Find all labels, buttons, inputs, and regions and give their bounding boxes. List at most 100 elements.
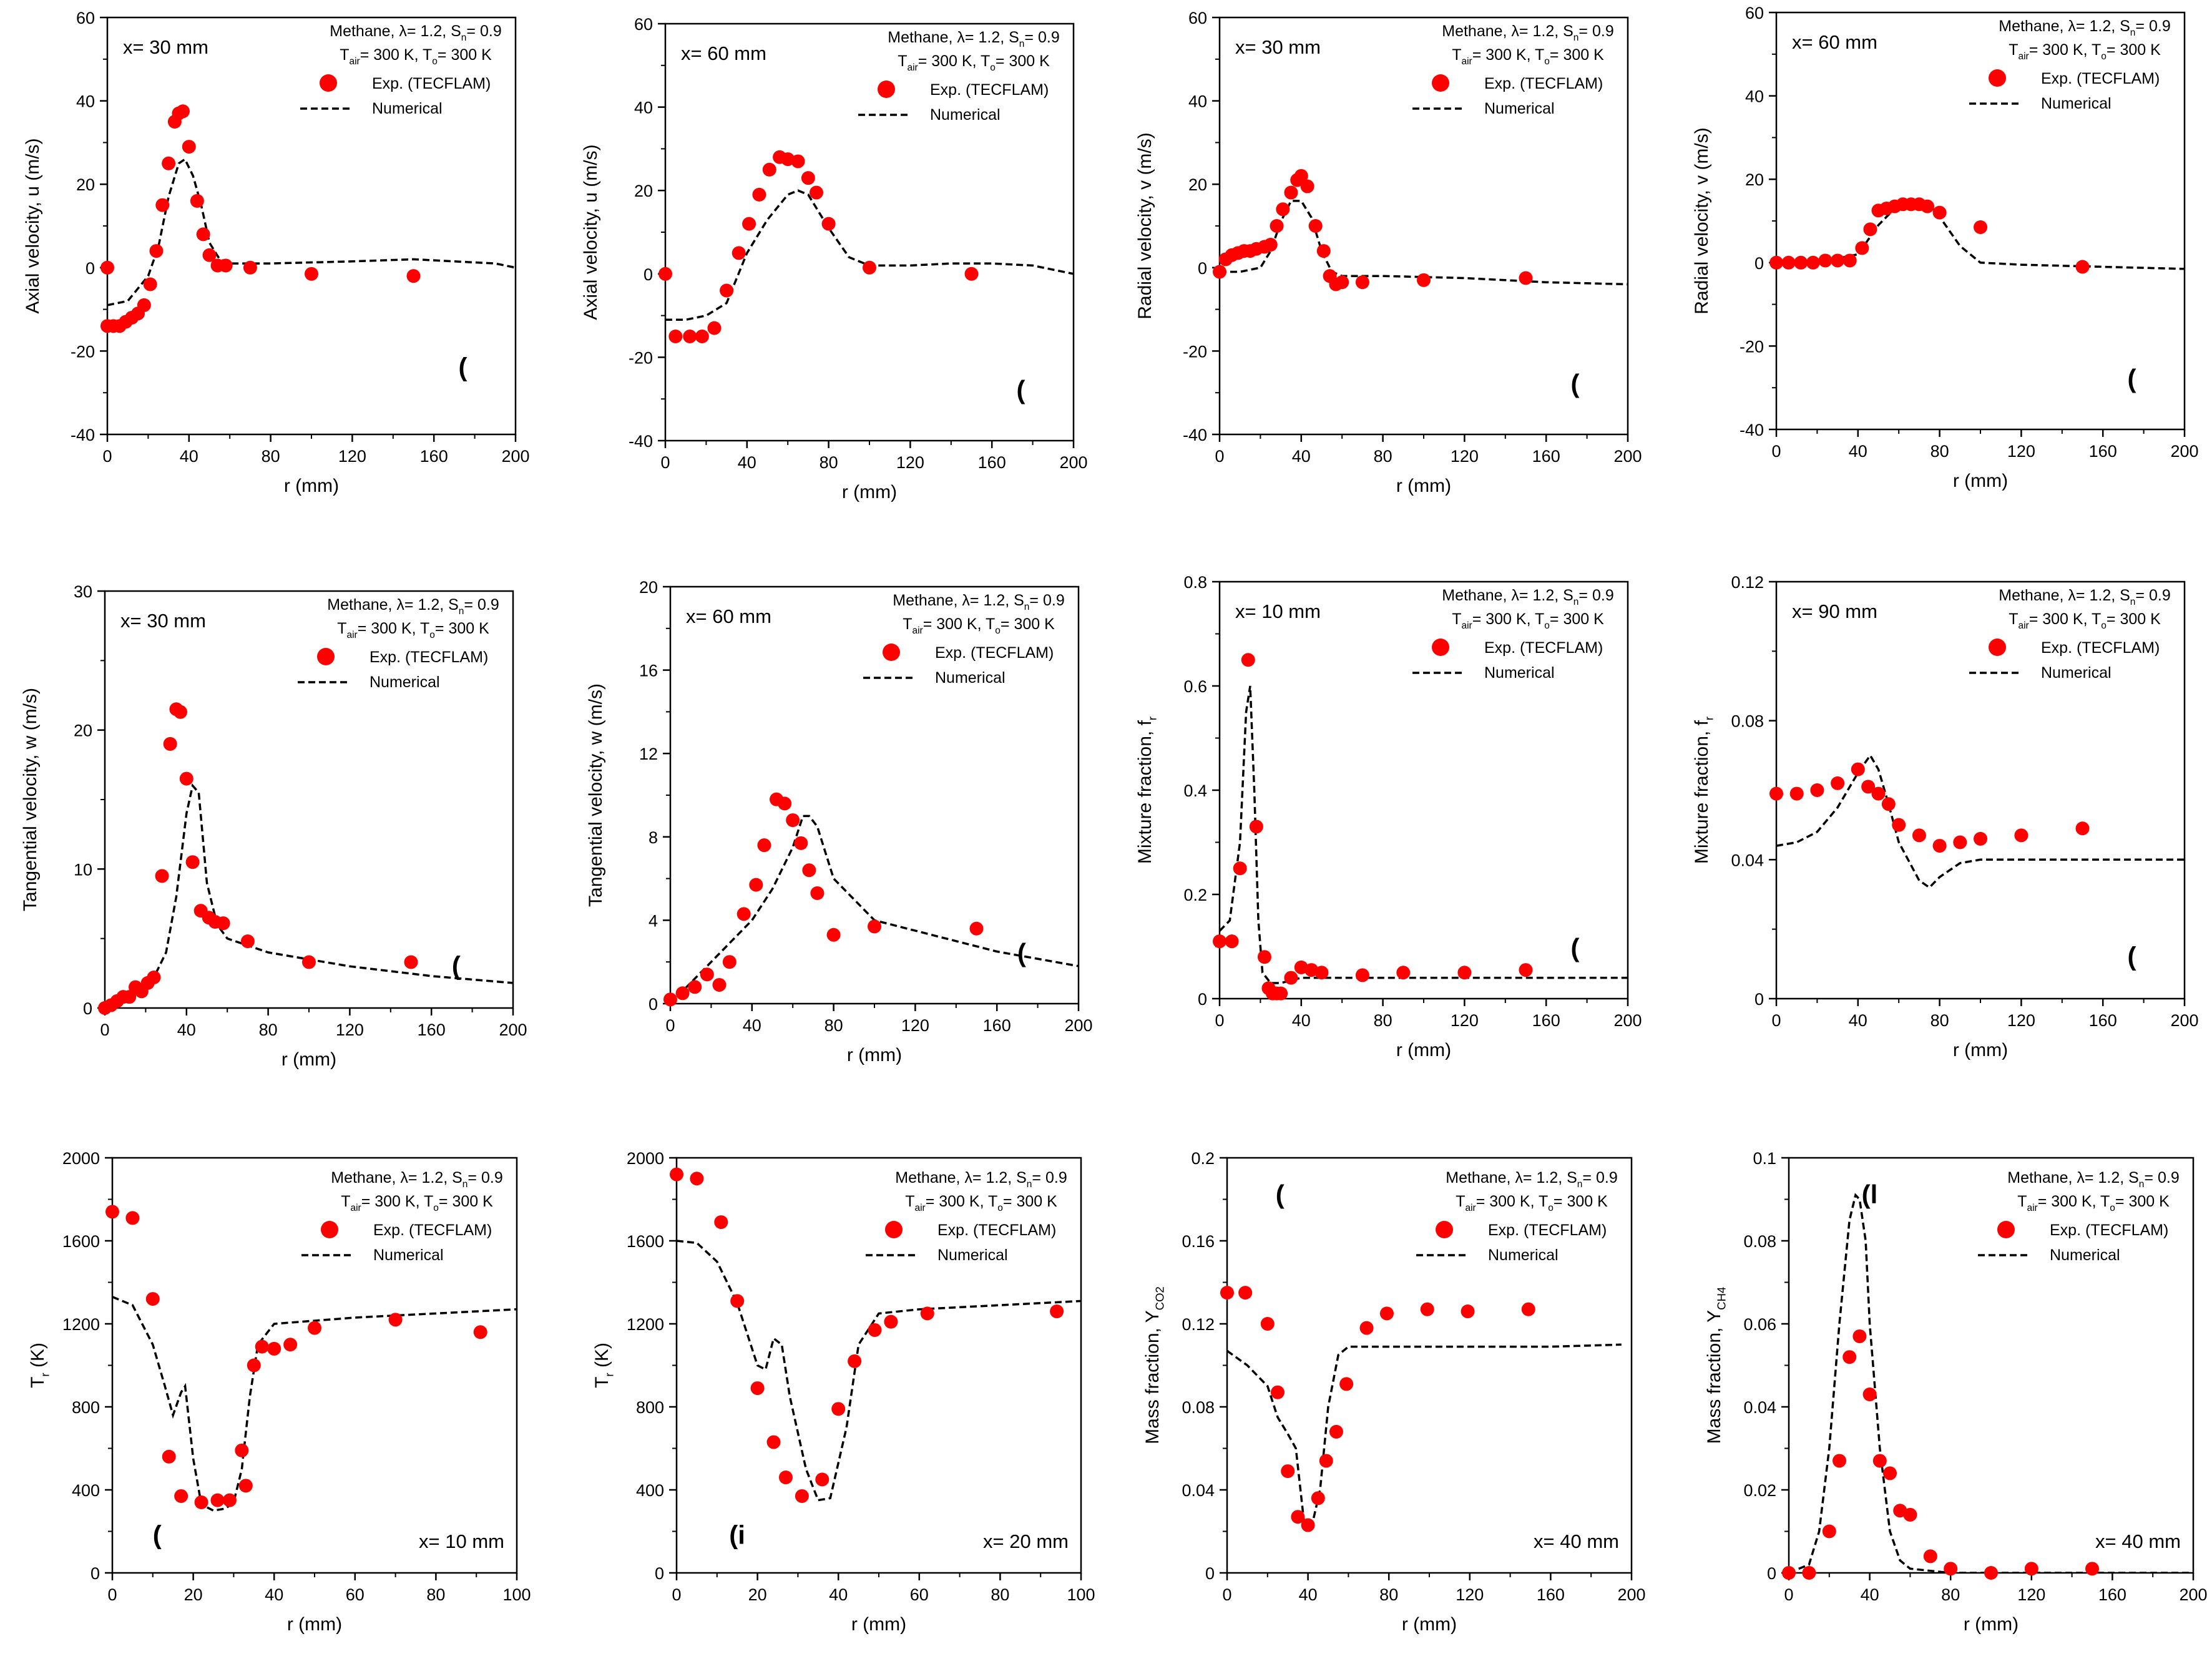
numerical-series-line [670, 815, 1079, 1004]
x-tick-label: 0 [660, 453, 670, 472]
exp-data-point [802, 863, 816, 878]
x-tick-label: 200 [2170, 442, 2198, 461]
y-axis-label-group: Tr (K) [592, 1343, 615, 1388]
exp-data-point [238, 1479, 253, 1493]
exp-data-point [1355, 968, 1369, 982]
exp-data-point [222, 1493, 237, 1507]
x-tick-label: 40 [1292, 1011, 1311, 1030]
exp-data-point [778, 796, 792, 811]
legend-num-label: Numerical [1484, 100, 1555, 117]
plot-frame [111, 1157, 518, 1574]
legend-exp-marker [878, 81, 895, 98]
exp-data-point [786, 813, 800, 828]
exp-data-point [1335, 275, 1349, 290]
legend-temperature-line: Tair= 300 K, To= 300 K [1452, 46, 1604, 67]
x-tick-label: 0 [1771, 1011, 1781, 1030]
exp-data-point [155, 198, 170, 212]
y-tick-label: 800 [636, 1398, 664, 1417]
y-tick-label: 0 [1754, 254, 1764, 273]
chart-panel-h: 0 40 80 120 160 200 0 0.04 0.08 0.12 r (mm) Mixture… [1691, 573, 2199, 1060]
x-tick-label: 40 [743, 1016, 761, 1035]
y-tick-label: 1600 [62, 1232, 100, 1251]
exp-data-point [1883, 1466, 1897, 1480]
y-tick-label: -40 [1183, 426, 1207, 444]
legend-exp-label: Exp. (TECFLAM) [369, 648, 488, 666]
x-tick-label: 160 [2098, 1585, 2126, 1604]
numerical-series-line [1220, 200, 1628, 286]
y-tick-label: 0 [86, 259, 95, 278]
x-axis-label: r (mm) [281, 1049, 336, 1070]
numerical-series-line [1776, 753, 2185, 889]
y-axis-label: Axial velocity, u (m/s) [580, 144, 601, 320]
exp-data-point [695, 330, 709, 343]
exp-data-point [826, 927, 841, 942]
station-label: x= 60 mm [681, 42, 766, 64]
y-tick-label: 0 [655, 1564, 664, 1583]
exp-data-point [2024, 1562, 2038, 1576]
y-tick-label: 1200 [62, 1315, 100, 1334]
x-tick-label: 120 [896, 453, 924, 472]
exp-data-point [145, 1292, 160, 1306]
exp-data-point [1831, 776, 1845, 790]
y-tick-label: 0 [83, 999, 92, 1018]
exp-data-point [125, 1211, 140, 1225]
legend-exp-label: Exp. (TECFLAM) [372, 75, 491, 92]
exp-data-point [406, 269, 421, 283]
exp-data-point [964, 267, 979, 281]
y-axis-label-group: Tangential velocity, w (m/s) [20, 688, 41, 911]
exp-data-point [1379, 1306, 1394, 1321]
x-axis-label: r (mm) [1953, 471, 2008, 491]
y-tick-label: 40 [634, 99, 653, 117]
x-tick-label: 120 [338, 447, 366, 466]
exp-data-point [100, 260, 114, 275]
exp-data-point [1420, 1302, 1434, 1316]
legend-exp-marker [883, 644, 900, 661]
exp-data-point [162, 156, 176, 170]
exp-data-point [1843, 1350, 1857, 1364]
legend-exp-marker [885, 1221, 903, 1238]
exp-data-point [969, 921, 984, 936]
x-tick-label: 0 [672, 1585, 681, 1604]
y-tick-label: 0.04 [1731, 851, 1764, 869]
x-tick-label: 120 [2007, 1011, 2035, 1030]
x-tick-label: 160 [978, 453, 1006, 472]
legend-exp-label: Exp. (TECFLAM) [2050, 1221, 2168, 1239]
legend-exp-label: Exp. (TECFLAM) [1484, 639, 1603, 657]
panel-mark: ( [458, 352, 467, 381]
x-tick-label: 200 [1613, 447, 1642, 466]
y-tick-label: 0.08 [1182, 1398, 1215, 1417]
y-axis-label-group: Tangential velocity, w (m/s) [585, 683, 606, 907]
exp-data-point [147, 971, 161, 985]
legend-temperature-line: Tair= 300 K, To= 300 K [2017, 1193, 2170, 1213]
exp-data-point [1241, 653, 1255, 667]
x-tick-label: 80 [1379, 1585, 1398, 1604]
exp-data-point [1461, 1304, 1475, 1319]
exp-data-point [700, 967, 714, 982]
x-tick-label: 160 [2089, 442, 2117, 461]
exp-data-point [1270, 219, 1284, 233]
exp-data-point [762, 162, 776, 177]
exp-data-point [1781, 255, 1796, 270]
x-tick-label: 100 [502, 1585, 531, 1604]
y-axis-label-group: Radial velocity, v (m/s) [1135, 132, 1155, 320]
exp-data-point [2014, 828, 2028, 843]
exp-data-point [1802, 1566, 1816, 1580]
exp-data-point [243, 260, 257, 275]
exp-data-point [1806, 255, 1820, 270]
legend-temperature-line: Tair= 300 K, To= 300 K [337, 620, 489, 640]
exp-data-point [305, 267, 318, 281]
y-tick-label: 0 [1198, 259, 1207, 278]
x-axis-label: r (mm) [1964, 1614, 2019, 1635]
y-tick-label: 8 [648, 828, 658, 847]
exp-data-point [1855, 241, 1869, 255]
panel-mark: ( [2127, 364, 2136, 393]
chart-panel-j: 0 20 40 60 80 100 0 400 800 1200 1600 2000 r (mm) Tr … [592, 1149, 1095, 1635]
legend-fuel-line: Methane, λ= 1.2, Sn= 0.9 [1442, 587, 1613, 607]
x-axis-label: r (mm) [1953, 1040, 2008, 1060]
exp-data-point [1831, 253, 1845, 268]
numerical-series-line [1776, 198, 2185, 270]
legend-fuel-line: Methane, λ= 1.2, Sn= 0.9 [888, 29, 1059, 49]
x-axis-label: r (mm) [1402, 1614, 1457, 1635]
x-axis-label: r (mm) [1396, 1040, 1451, 1060]
exp-data-point [1881, 797, 1896, 811]
